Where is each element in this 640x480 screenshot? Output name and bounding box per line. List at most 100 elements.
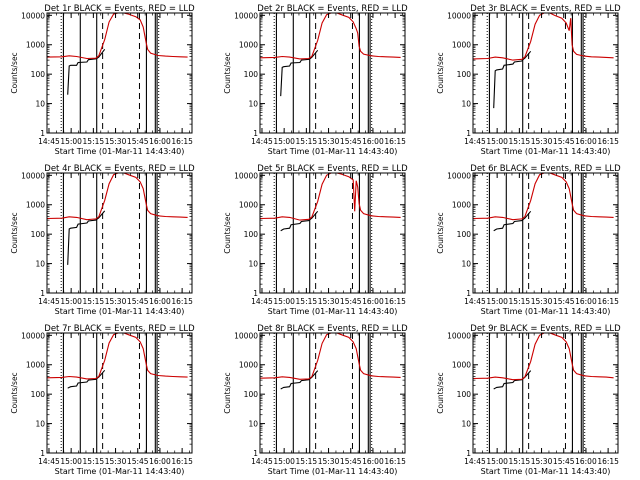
y-tick-label: 100 (244, 390, 259, 399)
y-tick-label: 10000 (234, 11, 258, 20)
y-tick-label: 100 (31, 230, 46, 239)
events-series-line (280, 210, 319, 232)
x-axis-label: Start Time (01-Mar-11 14:43:40) (481, 467, 611, 476)
y-tick-label: 100 (244, 230, 259, 239)
detector-plot-8: 1 10 100 1000 10000 14:45 15:00 15:15 15:30 15:45… (223, 324, 408, 476)
y-tick-label: 10 (248, 420, 258, 429)
y-tick-label: 1 (253, 449, 258, 458)
x-tick-label: 15:00 (486, 457, 508, 466)
x-tick-label: 16:00 (575, 457, 597, 466)
events-series-line (67, 210, 106, 265)
x-axis-label: Start Time (01-Mar-11 14:43:40) (268, 147, 398, 156)
events-series-line (493, 50, 532, 109)
x-tick-label: 15:15 (296, 137, 318, 146)
x-tick-label: 15:30 (105, 457, 127, 466)
plot-frame (472, 12, 619, 134)
x-tick-label: 16:15 (171, 137, 193, 146)
detector-plot-4: 1 10 100 1000 10000 14:45 15:00 15:15 15:30 15:45… (10, 164, 195, 316)
x-tick-label: 16:00 (362, 297, 384, 306)
y-tick-label: 1000 (452, 361, 471, 370)
lld-series-line (46, 12, 188, 60)
y-tick-label: 10000 (447, 331, 471, 340)
y-axis-label: Counts/sec (10, 372, 19, 413)
y-tick-label: 100 (457, 390, 472, 399)
events-series-line (280, 49, 319, 97)
x-tick-label: 16:15 (384, 457, 406, 466)
x-tick-label: 15:45 (553, 457, 575, 466)
x-tick-label: 14:45 (38, 137, 60, 146)
y-tick-label: 10 (461, 100, 471, 109)
y-tick-label: 10 (35, 420, 45, 429)
plot-title: Det 1r BLACK = Events, RED = LLD (44, 4, 195, 14)
y-tick-label: 100 (31, 390, 46, 399)
y-tick-label: 1 (253, 289, 258, 298)
x-tick-label: 14:45 (251, 297, 273, 306)
lld-series-line (259, 12, 401, 60)
y-tick-label: 1 (40, 289, 45, 298)
lld-series-line (259, 172, 401, 221)
y-tick-label: 10000 (234, 331, 258, 340)
x-tick-label: 15:30 (318, 137, 340, 146)
plot-title: Det 6r BLACK = Events, RED = LLD (470, 164, 621, 174)
x-tick-label: 16:00 (575, 137, 597, 146)
plot-title: Det 4r BLACK = Events, RED = LLD (44, 164, 195, 174)
y-axis-label: Counts/sec (223, 372, 232, 413)
y-tick-label: 10 (248, 260, 258, 269)
x-tick-label: 15:30 (318, 297, 340, 306)
x-tick-label: 15:45 (127, 457, 149, 466)
y-tick-label: 100 (244, 70, 259, 79)
x-tick-label: 15:00 (273, 137, 295, 146)
detector-plot-9: 1 10 100 1000 10000 14:45 15:00 15:15 15:30 15:45… (436, 324, 621, 476)
detector-plot-6: 1 10 100 1000 10000 14:45 15:00 15:15 15:30 15:45… (436, 164, 621, 316)
x-tick-label: 15:00 (60, 457, 82, 466)
x-tick-label: 16:00 (362, 457, 384, 466)
y-axis-label: Counts/sec (223, 52, 232, 93)
x-tick-label: 15:00 (273, 457, 295, 466)
lld-series-line (46, 332, 188, 380)
y-tick-label: 1 (466, 449, 471, 458)
plot-title: Det 5r BLACK = Events, RED = LLD (257, 164, 408, 174)
y-tick-label: 10000 (447, 11, 471, 20)
x-axis-label: Start Time (01-Mar-11 14:43:40) (268, 467, 398, 476)
y-tick-label: 1 (40, 129, 45, 138)
plot-title: Det 7r BLACK = Events, RED = LLD (44, 324, 195, 334)
x-tick-label: 15:30 (105, 137, 127, 146)
x-tick-label: 15:15 (83, 297, 105, 306)
x-tick-label: 16:15 (171, 297, 193, 306)
plot-frame (259, 12, 406, 134)
y-axis-label: Counts/sec (436, 52, 445, 93)
x-axis-label: Start Time (01-Mar-11 14:43:40) (481, 307, 611, 316)
plot-title: Det 3r BLACK = Events, RED = LLD (470, 4, 621, 14)
x-tick-label: 16:00 (362, 137, 384, 146)
x-tick-label: 14:45 (464, 297, 486, 306)
detector-plot-2: 1 10 100 1000 10000 14:45 15:00 15:15 15:30 15:45… (223, 4, 408, 156)
x-tick-label: 15:45 (553, 137, 575, 146)
y-tick-label: 10 (248, 100, 258, 109)
y-axis-label: Counts/sec (436, 372, 445, 413)
detector-plot-7: 1 10 100 1000 10000 14:45 15:00 15:15 15:30 15:45… (10, 324, 195, 476)
x-tick-label: 16:15 (597, 457, 619, 466)
x-axis-label: Start Time (01-Mar-11 14:43:40) (268, 307, 398, 316)
events-series-line (67, 369, 106, 389)
x-tick-label: 14:45 (464, 137, 486, 146)
x-tick-label: 15:30 (531, 457, 553, 466)
x-tick-label: 16:15 (171, 457, 193, 466)
y-tick-label: 10000 (21, 11, 45, 20)
plot-frame (46, 12, 193, 134)
y-tick-label: 10 (461, 260, 471, 269)
y-axis-label: Counts/sec (10, 212, 19, 253)
y-axis-label: Counts/sec (10, 52, 19, 93)
y-tick-label: 10000 (447, 171, 471, 180)
x-tick-label: 15:30 (318, 457, 340, 466)
x-tick-label: 14:45 (251, 137, 273, 146)
x-tick-label: 15:15 (296, 297, 318, 306)
x-tick-label: 15:45 (127, 297, 149, 306)
y-tick-label: 1000 (239, 361, 258, 370)
x-tick-label: 14:45 (38, 457, 60, 466)
y-axis-label: Counts/sec (223, 212, 232, 253)
x-tick-label: 16:15 (384, 137, 406, 146)
y-tick-label: 100 (457, 230, 472, 239)
x-tick-label: 15:45 (340, 457, 362, 466)
y-tick-label: 100 (31, 70, 46, 79)
y-tick-label: 1000 (26, 41, 45, 50)
